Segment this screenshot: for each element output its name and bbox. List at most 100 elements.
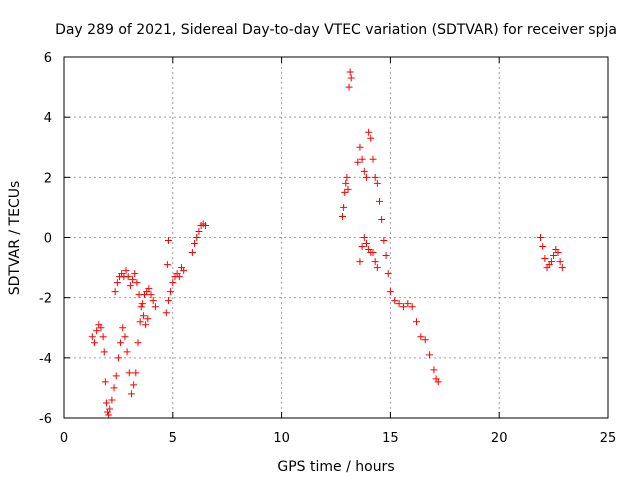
data-point (345, 83, 353, 91)
data-point (408, 303, 416, 311)
data-point (133, 279, 141, 287)
data-point (201, 221, 209, 229)
data-point (88, 333, 96, 341)
data-point (417, 333, 425, 341)
y-tick-label: -2 (39, 292, 52, 307)
y-tick-label: 6 (44, 51, 52, 66)
data-point (426, 351, 434, 359)
data-point (342, 179, 350, 187)
y-tick-label: 2 (44, 171, 52, 186)
data-point (373, 264, 381, 272)
data-point (108, 396, 116, 404)
data-point (188, 249, 196, 257)
data-point (358, 155, 366, 163)
data-point (111, 288, 119, 296)
data-point (386, 288, 394, 296)
data-point (110, 384, 118, 392)
plot-frame (63, 56, 609, 419)
data-point (100, 348, 108, 356)
data-point (384, 270, 392, 278)
data-point (399, 303, 407, 311)
data-point (127, 390, 135, 398)
data-point (341, 188, 349, 196)
data-point (93, 327, 101, 335)
data-point (547, 258, 555, 266)
data-point (193, 234, 201, 241)
data-point (142, 321, 150, 329)
data-point (404, 300, 412, 308)
data-point (149, 297, 157, 305)
data-point (554, 249, 562, 257)
data-point (365, 128, 373, 136)
data-point (340, 203, 348, 211)
data-point (163, 261, 171, 269)
data-point (360, 234, 368, 241)
data-point (134, 339, 142, 347)
x-tick-label: 15 (382, 431, 399, 446)
data-point (122, 267, 130, 275)
data-point (391, 297, 399, 305)
data-point (421, 336, 429, 344)
data-point (369, 249, 377, 257)
data-point (339, 212, 347, 220)
data-point (167, 288, 175, 296)
data-point (362, 240, 370, 248)
data-point (113, 279, 121, 287)
data-point (119, 324, 127, 332)
data-point (102, 399, 110, 407)
data-point (145, 285, 153, 293)
data-point (121, 333, 129, 341)
data-point (139, 312, 147, 320)
data-point (180, 267, 188, 275)
data-point (373, 179, 381, 187)
data-point (378, 215, 386, 223)
data-point (124, 273, 132, 281)
data-point (371, 258, 379, 266)
chart-title: Day 289 of 2021, Sidereal Day-to-day VTE… (55, 22, 617, 38)
grid-layer (64, 57, 608, 418)
data-point (123, 348, 131, 356)
data-point (356, 143, 364, 151)
data-point (371, 173, 379, 181)
data-point (344, 185, 352, 193)
data-point (558, 264, 566, 272)
data-point (362, 173, 370, 181)
data-point (135, 291, 143, 299)
data-point (430, 366, 438, 374)
y-tick-label: -4 (39, 352, 52, 367)
data-point (347, 74, 355, 82)
data-point (97, 324, 105, 332)
data-point (125, 369, 133, 377)
data-point (175, 273, 183, 281)
data-point (105, 411, 113, 419)
data-point (112, 372, 120, 380)
data-point (356, 258, 364, 266)
data-point (358, 243, 366, 251)
data-point (132, 369, 140, 377)
data-point (550, 252, 558, 260)
data-point (343, 173, 351, 181)
x-tick-label: 5 (169, 431, 177, 446)
y-tick-label: 0 (44, 232, 52, 247)
data-point (169, 279, 177, 287)
data-point (117, 339, 125, 347)
data-point (129, 276, 137, 284)
data-points (88, 68, 566, 419)
data-point (137, 303, 145, 311)
data-point (541, 255, 549, 263)
data-point (539, 243, 547, 251)
tick-label-layer: 0 5 10 15 20 25 -6 -4 -2 0 2 4 6 (39, 51, 616, 446)
x-tick-label: 10 (273, 431, 290, 446)
x-axis-title: GPS time / hours (277, 459, 394, 475)
data-point (131, 270, 139, 278)
data-point (106, 405, 114, 413)
data-point (126, 282, 134, 290)
data-point (556, 258, 564, 266)
data-point (195, 227, 203, 235)
data-point (360, 167, 368, 175)
data-point (354, 158, 362, 166)
data-point (144, 315, 152, 323)
data-point (434, 378, 442, 386)
data-point (147, 291, 155, 299)
x-tick-label: 20 (491, 431, 508, 446)
